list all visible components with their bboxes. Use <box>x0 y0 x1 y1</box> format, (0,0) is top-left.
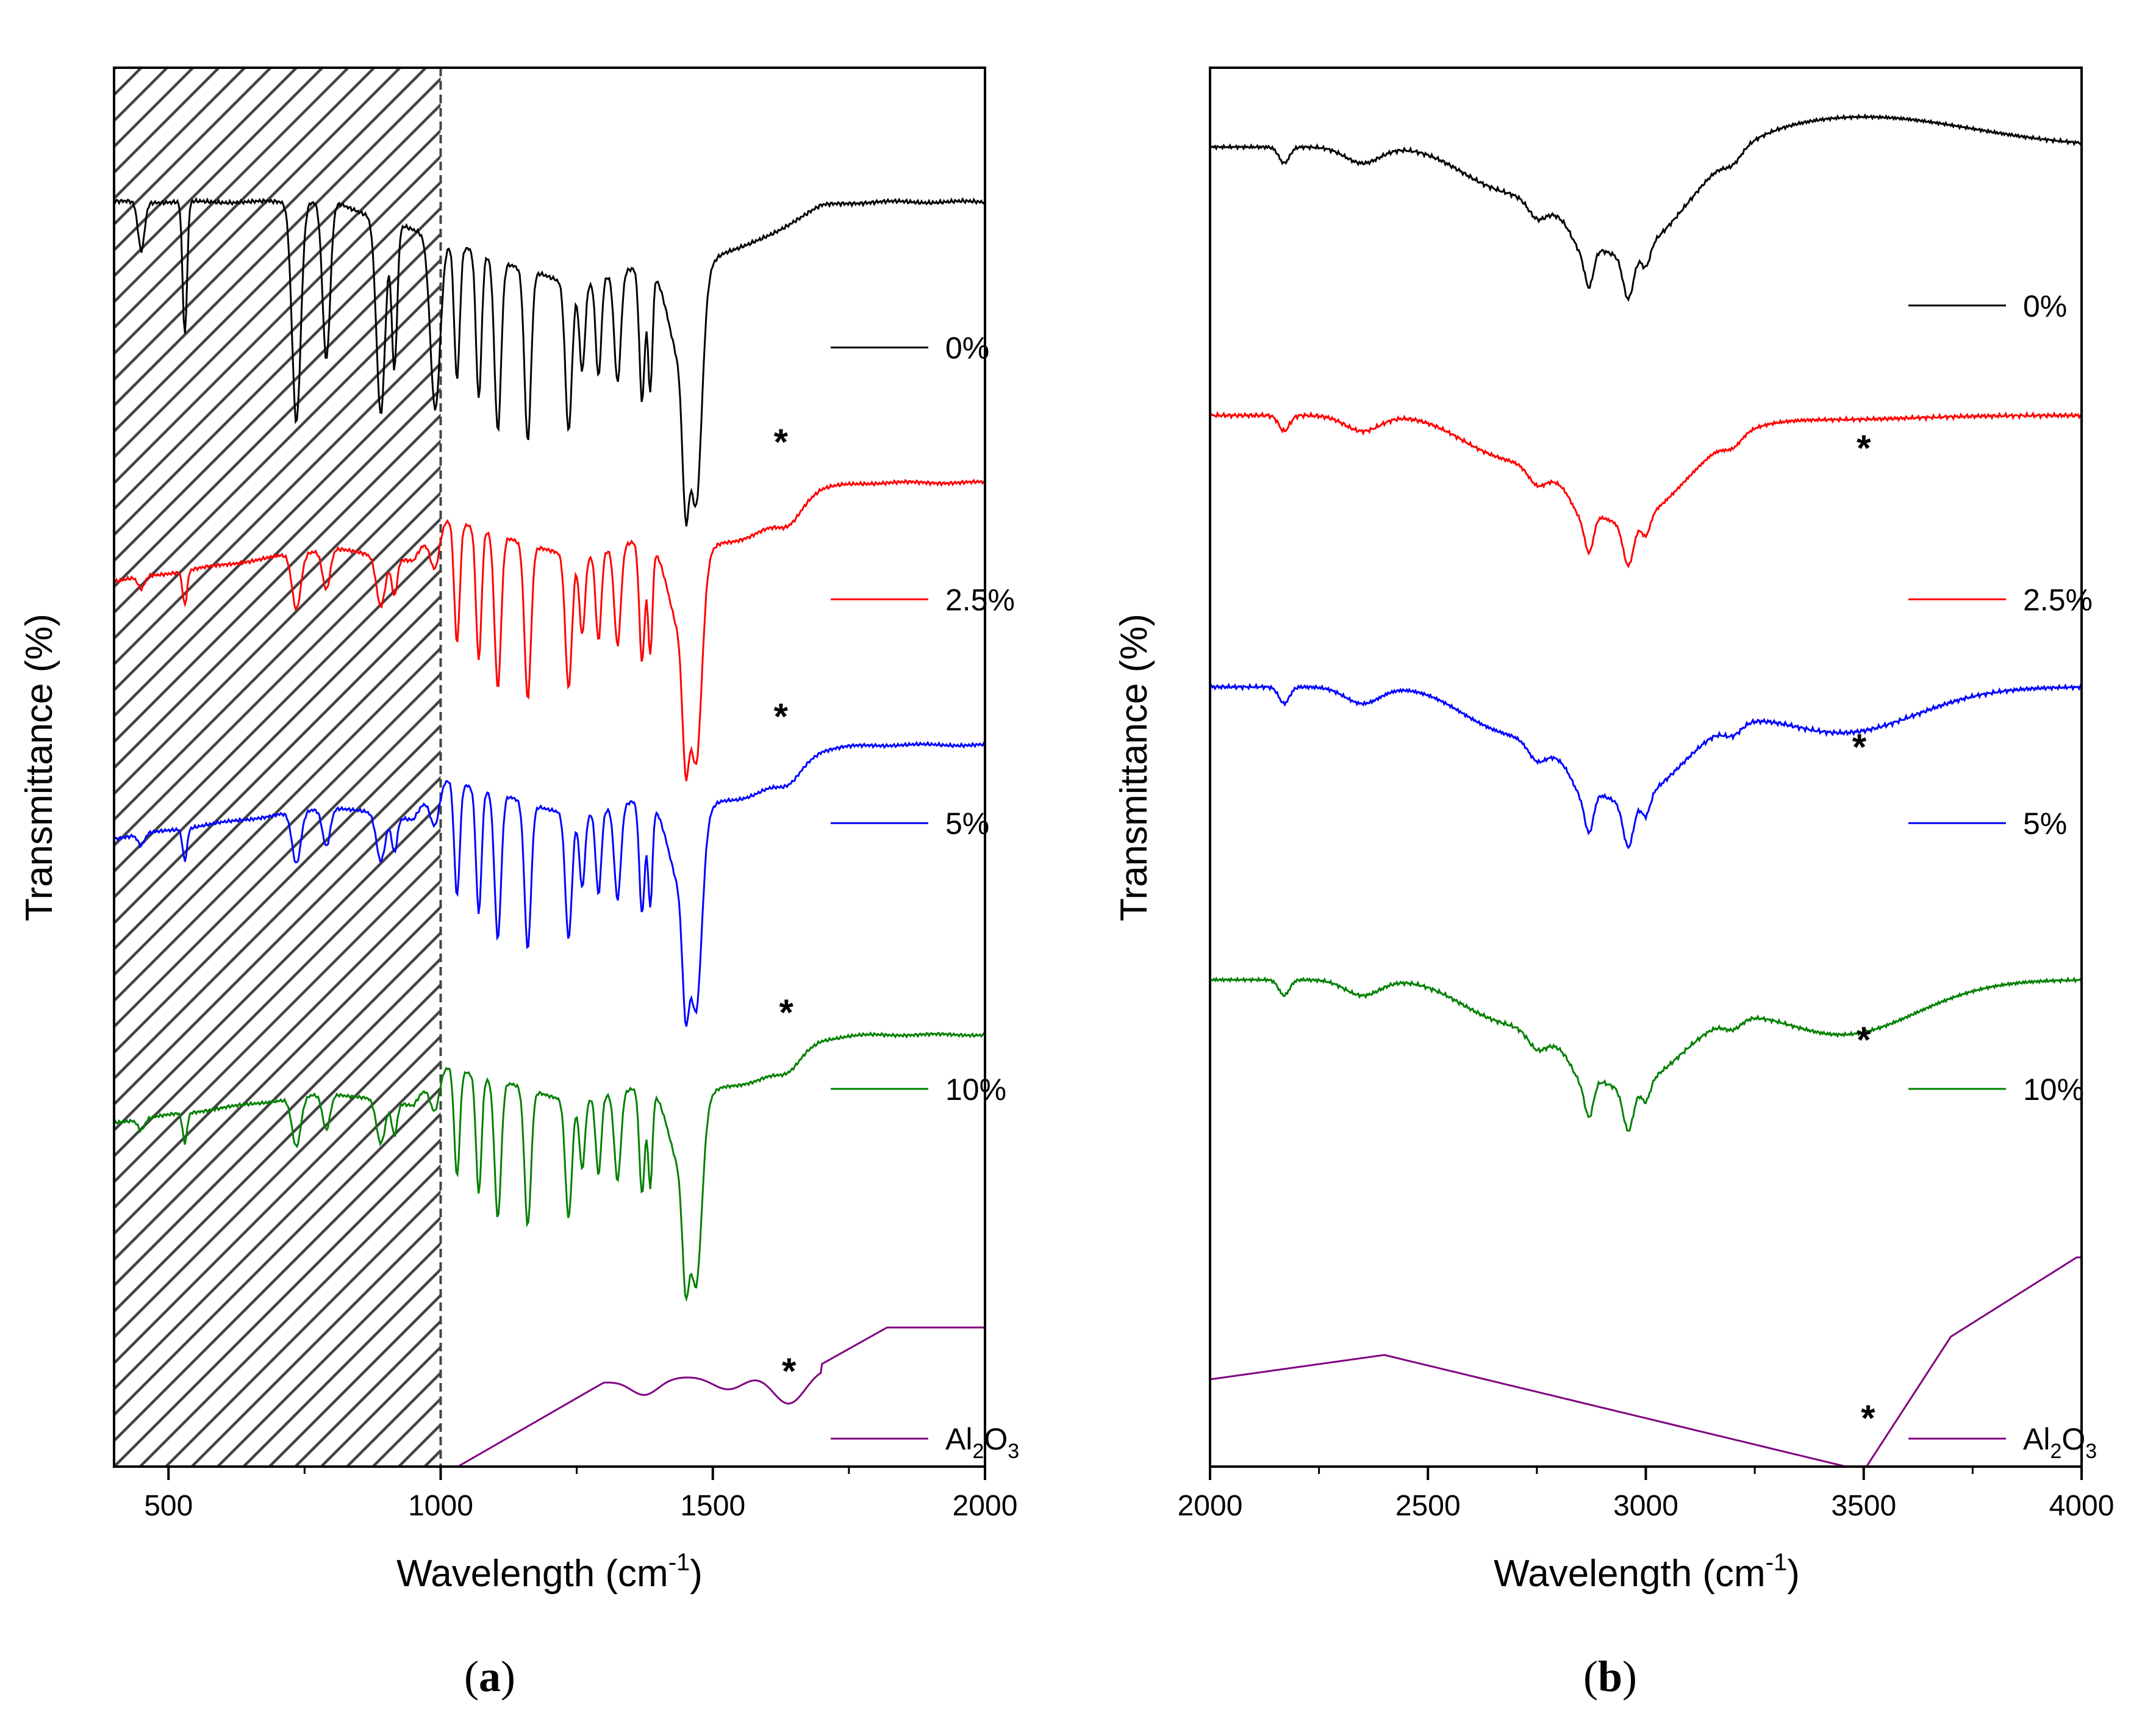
peak-star-al2o3-a: * <box>782 1351 797 1392</box>
legend-label-al2o3-b: Al2O3 <box>2023 1422 2097 1463</box>
peak-star-2-5pct-a: * <box>774 422 789 462</box>
plot-frame-a <box>113 66 986 1468</box>
x-tick-label-2000: 2000 <box>1178 1490 1243 1522</box>
panel-label-b: (b) <box>1583 1652 1637 1701</box>
x-tick-label-2000: 2000 <box>953 1490 1018 1522</box>
x-tick-label-1500: 1500 <box>680 1490 745 1522</box>
star-markers-a: * * * * <box>774 422 797 1392</box>
legend-label-10pct-b: 10% <box>2023 1072 2084 1107</box>
peak-star-5pct-a: * <box>774 696 789 737</box>
peak-star-5pct-b: * <box>1852 727 1867 767</box>
legend-a: 0% 2.5% 5% 10% Al2O3 <box>831 331 1019 1463</box>
spectrum-2-5pct-b <box>1210 411 2082 569</box>
panel-label-a: (a) <box>464 1652 515 1701</box>
x-tick-label-2500: 2500 <box>1395 1490 1461 1522</box>
panel-a: 500 1000 1500 2000 0% 2.5% 5% 10% Al2O3 * * * * Tr… <box>18 66 1019 1701</box>
star-markers-b: * * * * <box>1852 428 1875 1439</box>
x-axis-b: 2000 2500 3000 3500 4000 <box>1178 1467 2115 1522</box>
legend-label-5pct-a: 5% <box>945 807 989 841</box>
x-axis-title-b: Wavelength (cm-1) <box>1494 1549 1800 1595</box>
spectrum-0pct-b <box>1210 113 2082 302</box>
spectrum-2-5pct-a <box>114 478 985 781</box>
y-axis-title-a: Transmittance (%) <box>18 614 60 921</box>
spectrum-10pct-a <box>114 1031 985 1302</box>
x-tick-label-3000: 3000 <box>1613 1490 1678 1522</box>
spectrum-10pct-b <box>1210 976 2082 1132</box>
spectra-group-b <box>1210 113 2082 1467</box>
shaded-region <box>114 68 441 1467</box>
peak-star-2-5pct-b: * <box>1857 428 1871 469</box>
spectrum-al2o3-a <box>456 1326 985 1467</box>
legend-label-2-5pct-a: 2.5% <box>945 583 1015 617</box>
x-tick-label-1000: 1000 <box>408 1490 473 1522</box>
x-tick-label-4000: 4000 <box>2049 1490 2115 1522</box>
peak-star-10pct-b: * <box>1857 1019 1871 1060</box>
x-axis-title-a: Wavelength (cm-1) <box>396 1549 703 1595</box>
legend-label-2-5pct-b: 2.5% <box>2023 583 2093 617</box>
spectrum-0pct-a <box>114 196 985 527</box>
legend-label-0pct-a: 0% <box>945 331 989 365</box>
x-tick-label-3500: 3500 <box>1831 1490 1896 1522</box>
spectrum-5pct-b <box>1210 682 2082 850</box>
spectrum-al2o3-b <box>1210 1256 2082 1467</box>
panel-b: 2000 2500 3000 3500 4000 0%2.5%5%10%Al2O3 **… <box>1113 66 2115 1701</box>
legend-b: 0% 2.5% 5% 10% Al2O3 <box>1908 289 2097 1463</box>
legend-label-10pct-a: 10% <box>945 1072 1006 1107</box>
y-axis-title-b: Transmittance (%) <box>1113 614 1155 921</box>
peak-star-10pct-a: * <box>779 992 794 1033</box>
legend-label-0pct-b: 0% <box>2023 289 2067 323</box>
plot-frame-b <box>1209 66 2083 1468</box>
x-axis-a: 500 1000 1500 2000 <box>144 1467 1017 1522</box>
legend-label-al2o3-a: Al2O3 <box>945 1422 1019 1463</box>
spectrum-5pct-a <box>114 741 985 1027</box>
legend-label-5pct-b: 5% <box>2023 807 2067 841</box>
spectra-group-a <box>114 196 985 1467</box>
x-tick-label-500: 500 <box>144 1490 193 1522</box>
peak-star-al2o3-b: * <box>1861 1398 1875 1439</box>
